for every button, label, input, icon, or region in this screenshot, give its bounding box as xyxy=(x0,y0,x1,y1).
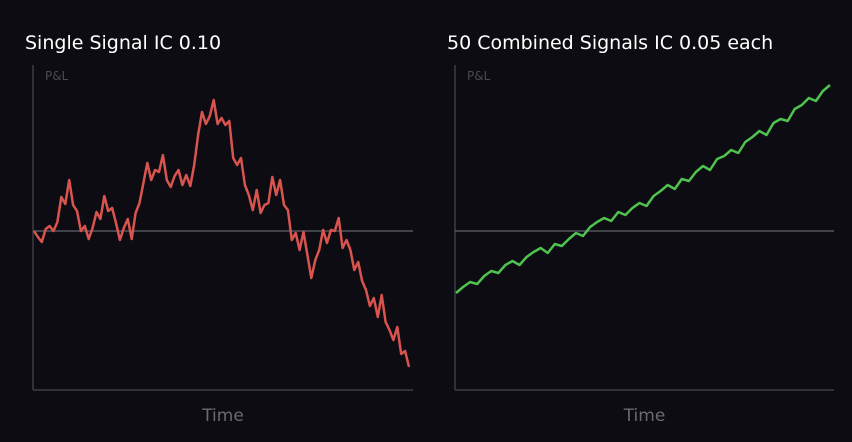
x-axis-label: Time xyxy=(201,406,244,426)
pnl-line xyxy=(455,84,831,294)
y-axis-label: P&L xyxy=(467,69,491,83)
x-axis-label: Time xyxy=(623,406,666,426)
chart-title: 50 Combined Signals IC 0.05 each xyxy=(447,32,773,54)
pnl-line xyxy=(32,98,411,368)
y-axis-label: P&L xyxy=(45,69,69,83)
chart-title: Single Signal IC 0.10 xyxy=(25,32,221,54)
